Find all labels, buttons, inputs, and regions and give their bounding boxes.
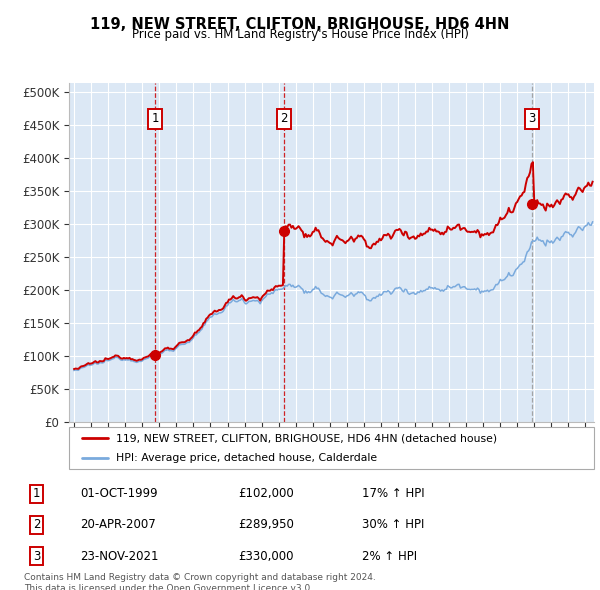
Text: 30% ↑ HPI: 30% ↑ HPI xyxy=(362,519,425,532)
Text: 20-APR-2007: 20-APR-2007 xyxy=(80,519,156,532)
Text: 1: 1 xyxy=(32,487,40,500)
Text: Contains HM Land Registry data © Crown copyright and database right 2024.
This d: Contains HM Land Registry data © Crown c… xyxy=(24,573,376,590)
Text: 3: 3 xyxy=(529,112,536,125)
Text: 2% ↑ HPI: 2% ↑ HPI xyxy=(362,550,418,563)
Text: 3: 3 xyxy=(33,550,40,563)
Text: 119, NEW STREET, CLIFTON, BRIGHOUSE, HD6 4HN: 119, NEW STREET, CLIFTON, BRIGHOUSE, HD6… xyxy=(91,17,509,31)
Text: £102,000: £102,000 xyxy=(238,487,294,500)
Text: 2: 2 xyxy=(280,112,287,125)
Text: £289,950: £289,950 xyxy=(238,519,294,532)
Text: 01-OCT-1999: 01-OCT-1999 xyxy=(80,487,158,500)
Text: 2: 2 xyxy=(32,519,40,532)
Text: 17% ↑ HPI: 17% ↑ HPI xyxy=(362,487,425,500)
Text: 23-NOV-2021: 23-NOV-2021 xyxy=(80,550,159,563)
Text: HPI: Average price, detached house, Calderdale: HPI: Average price, detached house, Cald… xyxy=(116,454,377,463)
Text: Price paid vs. HM Land Registry's House Price Index (HPI): Price paid vs. HM Land Registry's House … xyxy=(131,28,469,41)
Text: 119, NEW STREET, CLIFTON, BRIGHOUSE, HD6 4HN (detached house): 119, NEW STREET, CLIFTON, BRIGHOUSE, HD6… xyxy=(116,433,497,443)
Text: £330,000: £330,000 xyxy=(238,550,294,563)
Text: 1: 1 xyxy=(151,112,159,125)
